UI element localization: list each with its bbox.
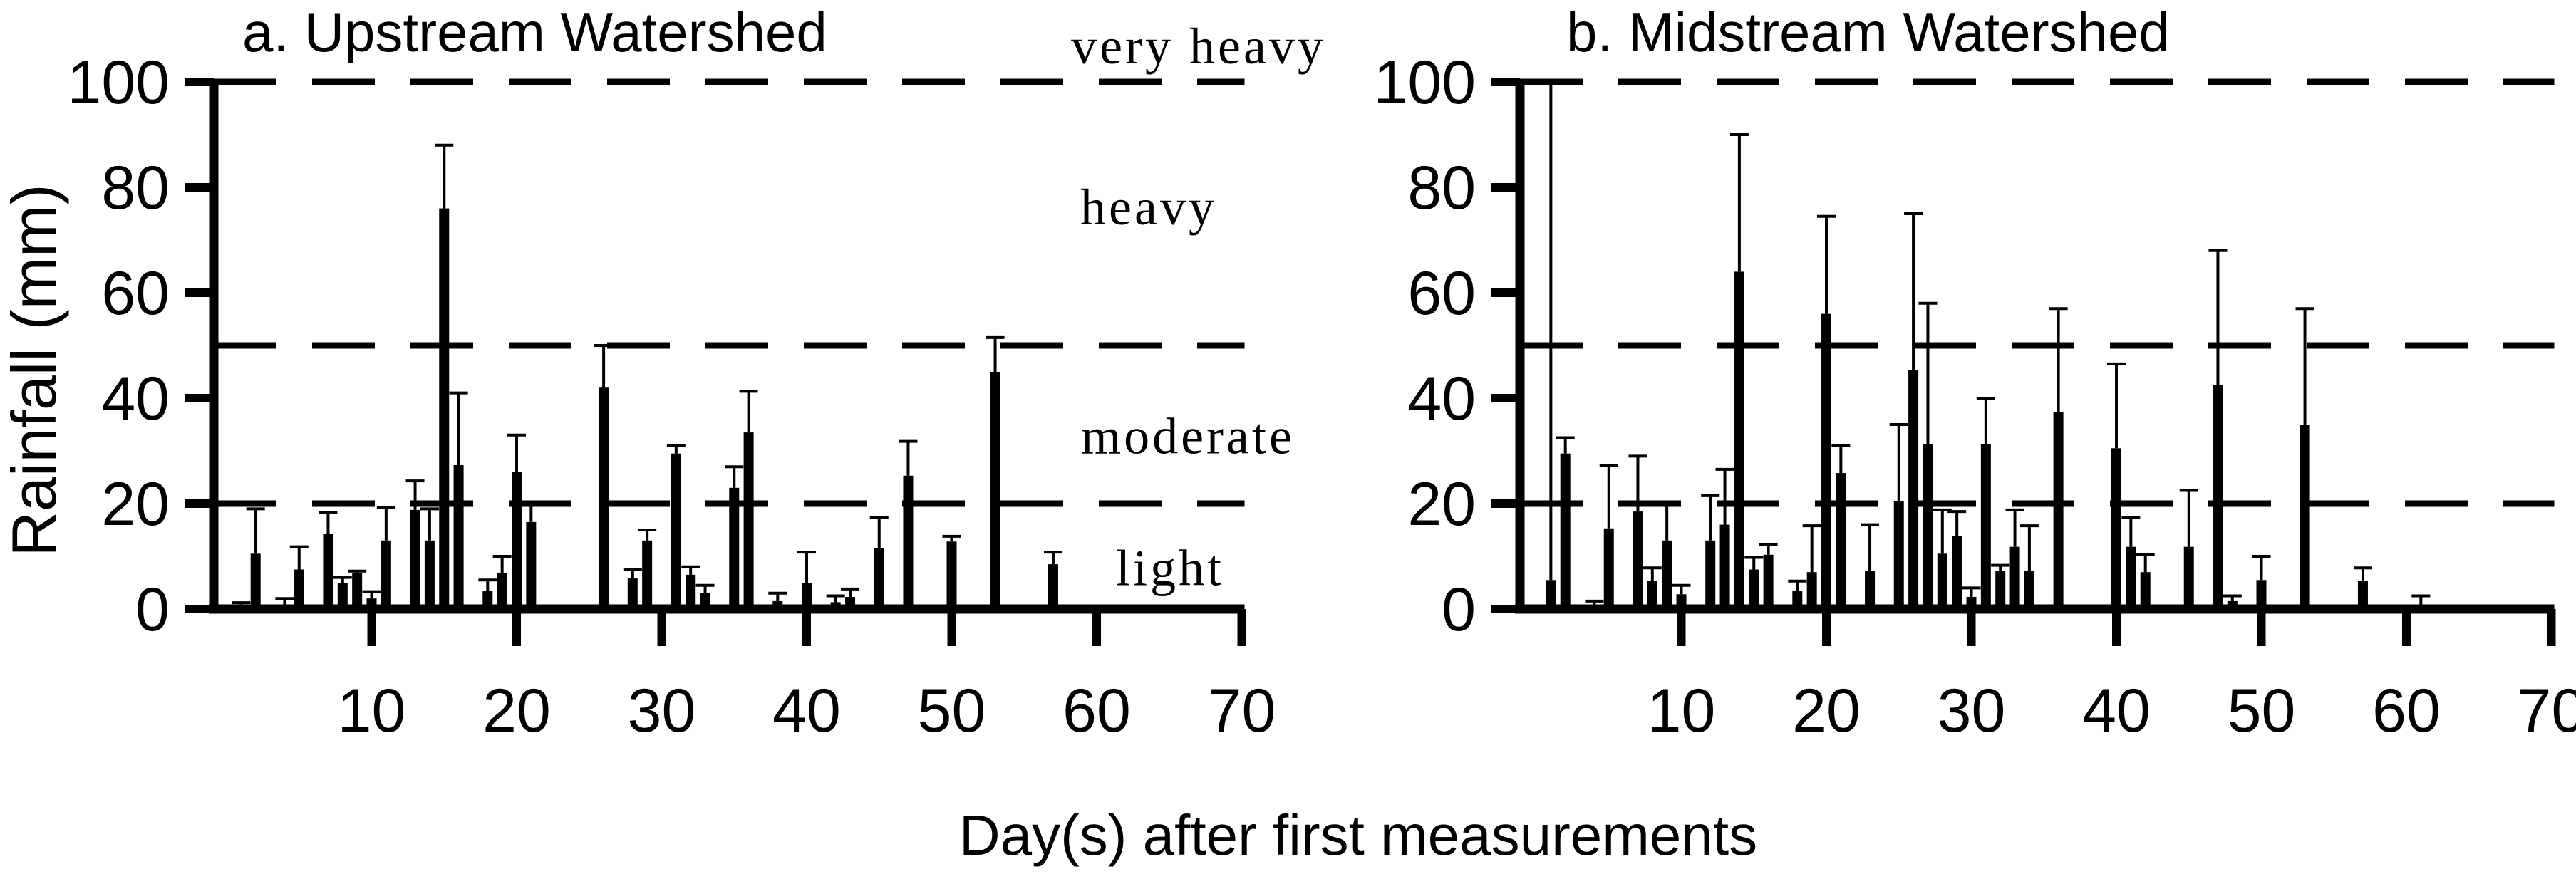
rainfall-bar-day-33 (2010, 547, 2020, 609)
rainfall-bar-day-21 (526, 522, 536, 609)
rainfall-bar-day-32 (686, 575, 695, 609)
y-tick-label-20: 20 (1407, 470, 1476, 539)
rainfall-bar-day-47 (2213, 385, 2223, 610)
x-tick-label-10: 10 (338, 677, 406, 745)
x-tick-label-60: 60 (1062, 677, 1131, 745)
rainfall-bar-day-13 (410, 510, 420, 609)
rainfall-bar-day-14 (1734, 271, 1744, 609)
x-tick-label-60: 60 (2372, 677, 2441, 745)
rainfall-bar-day-34 (2024, 571, 2034, 609)
rainfall-bar-day-40 (2111, 448, 2121, 609)
panel-a: 0 20 40 60 80 100 10 20 30 40 50 60 70 a. Upstream Wa… (68, 1, 1276, 745)
rainfall-bar-day-31 (671, 454, 681, 609)
rainfall-bar-day-9 (1662, 541, 1672, 609)
rainfall-bar-day-19 (497, 573, 507, 609)
rainfall-bar-day-7 (1633, 511, 1643, 609)
panel-title: b. Midstream Watershed (1566, 1, 2170, 63)
x-tick-label-30: 30 (628, 677, 696, 745)
rainfall-bar-day-36 (2054, 412, 2064, 609)
rainfall-bar-day-20 (1821, 314, 1831, 609)
x-tick-label-10: 10 (1647, 677, 1716, 745)
rainfall-bar-day-36 (744, 432, 754, 609)
y-tick-label-0: 0 (135, 576, 170, 644)
rainfall-bar-day-35 (729, 488, 739, 609)
intensity-label-moderate: moderate (1081, 408, 1295, 465)
x-tick-label-50: 50 (2228, 677, 2296, 745)
rainfall-bar-day-16 (454, 465, 464, 609)
y-tick-label-80: 80 (101, 154, 170, 222)
rainfall-bar-day-50 (947, 541, 957, 609)
x-tick-label-70: 70 (2518, 677, 2576, 745)
x-tick-label-30: 30 (1938, 677, 2006, 745)
rainfall-bar-day-26 (599, 387, 609, 609)
rainfall-bar-day-11 (381, 541, 391, 609)
y-tick-label-40: 40 (1407, 365, 1476, 433)
y-tick-label-100: 100 (1374, 48, 1476, 117)
y-tick-label-60: 60 (101, 259, 170, 328)
y-tick-label-0: 0 (1442, 576, 1476, 644)
rainfall-bar-day-16 (1764, 555, 1774, 609)
rainfall-bar-day-29 (1952, 536, 1962, 609)
rainfall-bar-day-5 (1604, 529, 1614, 609)
rainfall-bar-day-53 (990, 372, 1000, 609)
rainfall-bar-day-25 (1894, 501, 1904, 609)
rainfall-bar-day-31 (1981, 444, 1991, 609)
rainfall-bar-day-32 (1995, 571, 2005, 609)
x-tick-label-70: 70 (1208, 677, 1276, 745)
rainfall-bar-day-19 (1807, 572, 1817, 609)
rainfall-bar-day-29 (642, 541, 652, 609)
rainfall-bar-day-2 (1561, 454, 1571, 609)
rainfall-bar-day-15 (439, 209, 449, 609)
rainfall-bar-day-7 (323, 534, 333, 609)
rainfall-bar-day-21 (1836, 473, 1846, 609)
rainfall-bar-day-5 (294, 570, 304, 610)
rainfall-bar-day-23 (1865, 571, 1875, 609)
x-tick-label-20: 20 (1792, 677, 1861, 745)
rainfall-bar-day-2 (251, 553, 261, 609)
y-axis-label: Rainfall (mm) (0, 184, 69, 556)
x-tick-label-40: 40 (2082, 677, 2151, 745)
rainfall-bar-day-26 (1908, 370, 1918, 609)
rainfall-bar-day-45 (2184, 547, 2194, 609)
x-tick-label-40: 40 (772, 677, 841, 745)
rainfall-bar-day-27 (1923, 444, 1933, 609)
rainfall-bar-day-45 (874, 548, 884, 609)
rainfall-bar-day-15 (1749, 570, 1759, 610)
intensity-label-very-heavy: very heavy (1071, 18, 1326, 75)
rainfall-bar-day-57 (1048, 564, 1058, 609)
rainfall-bar-day-42 (2141, 572, 2151, 609)
panel-b: 0 20 40 60 80 100 10 20 30 40 50 60 70 b. Midstream W… (1374, 1, 2576, 745)
intensity-label-light: light (1116, 540, 1224, 597)
rainfall-bar-day-47 (903, 476, 913, 609)
y-tick-label-100: 100 (68, 48, 170, 117)
rainfall-bar-day-9 (352, 573, 362, 609)
rainfall-bar-day-12 (1705, 541, 1715, 609)
rainfall-bar-day-28 (1938, 553, 1947, 609)
y-tick-label-80: 80 (1407, 154, 1476, 222)
x-axis-label: Day(s) after first measurements (959, 803, 1757, 867)
x-tick-label-50: 50 (918, 677, 986, 745)
intensity-label-heavy: heavy (1080, 179, 1217, 236)
rainfall-bar-day-20 (512, 472, 522, 609)
panel-title: a. Upstream Watershed (242, 1, 827, 63)
y-tick-label-60: 60 (1407, 259, 1476, 328)
rainfall-bar-day-14 (425, 541, 435, 609)
y-tick-label-20: 20 (101, 470, 170, 539)
rainfall-bar-day-53 (2300, 425, 2310, 609)
x-tick-label-20: 20 (482, 677, 551, 745)
y-tick-label-40: 40 (101, 365, 170, 433)
rainfall-bar-day-41 (2126, 547, 2136, 609)
rainfall-bar-day-13 (1720, 525, 1730, 609)
